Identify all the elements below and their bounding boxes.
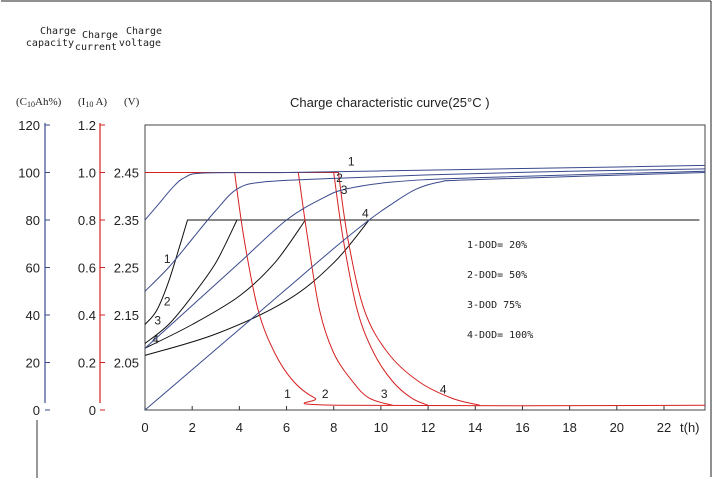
capacity-curve-1 xyxy=(144,164,706,221)
voltage-tick-label: 2.05 xyxy=(114,355,139,370)
legend-entry-2: 2-DOD= 50% xyxy=(467,270,527,281)
current-curve-3 xyxy=(145,172,429,406)
current-curve-label-1: 1 xyxy=(284,387,291,401)
x-tick-label: 0 xyxy=(141,420,148,435)
current-tick-label: 0.4 xyxy=(78,308,96,323)
x-tick-label: 2 xyxy=(189,420,196,435)
capacity-tick-label: 100 xyxy=(18,166,40,181)
current-tick-label: 0.6 xyxy=(78,261,96,276)
capacity-axis: Charge capacity (C10Ah%) xyxy=(16,26,76,109)
x-tick-label: 4 xyxy=(236,420,243,435)
current-curve-4 xyxy=(145,172,481,406)
current-unit-rest: A) xyxy=(93,96,107,108)
capacity-axis-unit: (C10Ah%) xyxy=(16,96,62,109)
current-tick-label: 0.8 xyxy=(78,213,96,228)
capacity-tick-label: 80 xyxy=(26,213,40,228)
voltage-curve-3 xyxy=(144,219,306,349)
current-tick-label: 0 xyxy=(89,403,96,418)
current-tick-label: 1.0 xyxy=(78,166,96,181)
capacity-tick-label: 40 xyxy=(26,308,40,323)
capacity-axis-title-line-2: capacity xyxy=(26,38,74,49)
voltage-curve-label-2: 2 xyxy=(164,294,171,308)
capacity-curve-label-1: 1 xyxy=(348,154,355,168)
current-axis-unit: (I10 A) xyxy=(78,96,107,109)
x-tick-label: 12 xyxy=(421,420,435,435)
current-axis-title-line-1: Charge xyxy=(82,30,118,41)
capacity-curve-label-2: 2 xyxy=(336,171,343,185)
x-tick-label: 10 xyxy=(374,420,388,435)
voltage-tick-label: 2.45 xyxy=(114,166,139,181)
current-axis: Charge current (I10 A) xyxy=(75,30,118,109)
axis-ticks-group: 02040608010012000.20.40.60.81.01.22.052.… xyxy=(18,118,671,435)
plot-area-frame xyxy=(144,124,706,411)
x-tick-label: 20 xyxy=(610,420,624,435)
voltage-axis: Charge voltage (V) xyxy=(119,26,162,108)
capacity-unit-main: (C xyxy=(16,96,27,108)
voltage-tick-label: 2.35 xyxy=(114,213,139,228)
voltage-tick-label: 2.15 xyxy=(114,308,139,323)
voltage-curve-4 xyxy=(144,219,370,356)
voltage-curve-label-1: 1 xyxy=(164,252,171,266)
x-tick-label: 18 xyxy=(562,420,576,435)
capacity-unit-rest: Ah%) xyxy=(35,96,62,108)
capacity-curve-2 xyxy=(144,168,706,292)
capacity-tick-label: 60 xyxy=(26,261,40,276)
current-tick-label: 0.2 xyxy=(78,356,96,371)
current-curve-2 xyxy=(145,172,393,406)
capacity-unit-sub: 10 xyxy=(27,100,35,109)
capacity-tick-label: 120 xyxy=(18,118,40,133)
capacity-tick-label: 0 xyxy=(33,403,40,418)
voltage-curve-1 xyxy=(144,219,700,325)
voltage-axis-title-line-1: Charge xyxy=(126,26,162,37)
current-unit-main: (I xyxy=(78,96,86,108)
x-tick-label: 6 xyxy=(283,420,290,435)
capacity-curve-4 xyxy=(144,172,706,411)
current-curve-1 xyxy=(145,172,706,407)
current-tick-label: 1.2 xyxy=(78,118,96,133)
current-axis-title-line-2: current xyxy=(75,42,117,53)
current-curve-label-4: 4 xyxy=(440,382,447,396)
voltage-curve-label-4: 4 xyxy=(152,332,159,346)
x-tick-label: 22 xyxy=(657,420,671,435)
x-tick-label: 16 xyxy=(515,420,529,435)
current-curve-label-3: 3 xyxy=(381,387,388,401)
legend-entry-4: 4-DOD= 100% xyxy=(467,330,533,341)
x-tick-label: 14 xyxy=(468,420,482,435)
chart-title: Charge characteristic curve(25°C ) xyxy=(290,95,490,110)
x-tick-label: 8 xyxy=(330,420,337,435)
current-curve-label-2: 2 xyxy=(322,387,329,401)
legend-entry-1: 1-DOD= 20% xyxy=(467,240,527,251)
voltage-curve-label-3: 3 xyxy=(154,313,161,327)
legend: 1-DOD= 20% 2-DOD= 50% 3-DOD 75% 4-DOD= 100% xyxy=(467,240,533,341)
voltage-axis-unit: (V) xyxy=(124,96,140,108)
voltage-tick-label: 2.25 xyxy=(114,261,139,276)
voltage-curve-2 xyxy=(144,219,238,344)
capacity-tick-label: 20 xyxy=(26,356,40,371)
capacity-axis-title-line-1: Charge xyxy=(40,26,76,37)
capacity-curve-3 xyxy=(144,170,706,349)
current-unit-sub: 10 xyxy=(85,100,93,109)
capacity-curve-label-3: 3 xyxy=(341,183,348,197)
capacity-curve-label-4: 4 xyxy=(362,207,369,221)
voltage-axis-title-line-2: voltage xyxy=(119,38,161,49)
x-axis-label: t(h) xyxy=(680,420,700,435)
legend-entry-3: 3-DOD 75% xyxy=(467,300,521,311)
